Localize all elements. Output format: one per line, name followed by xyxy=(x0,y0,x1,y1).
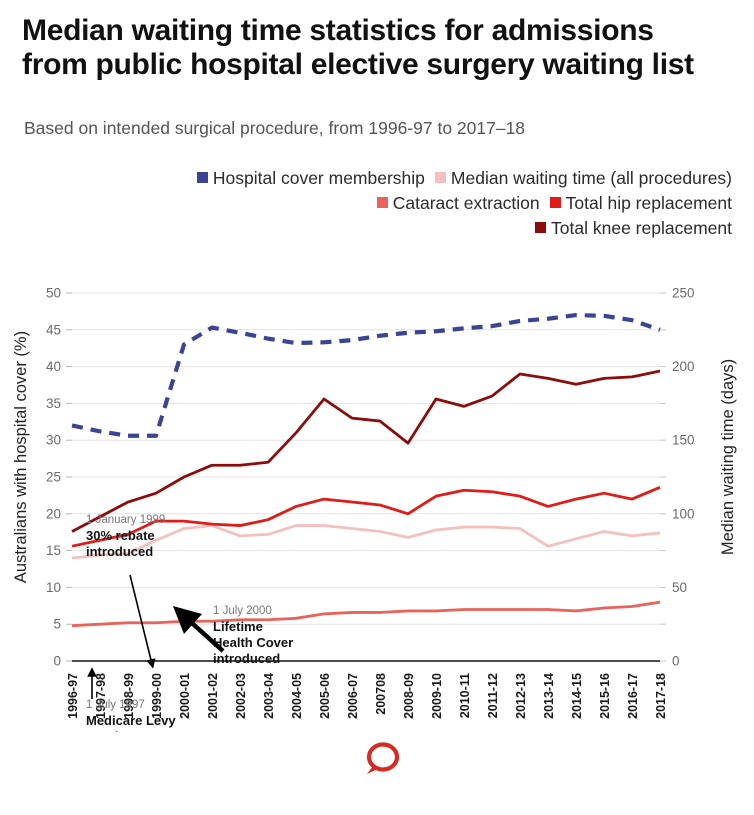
legend-swatch-icon xyxy=(196,172,208,183)
legend-swatch-icon xyxy=(376,196,388,208)
series-line xyxy=(71,524,661,560)
page-title: Median waiting time statistics for admis… xyxy=(22,14,694,81)
y-axis-right-label: Median waiting time (days) xyxy=(719,359,737,555)
legend-item-label: Hospital cover membership xyxy=(212,168,425,188)
annotation-body-line: Health Cover xyxy=(213,635,293,650)
y-axis-left-ticks: 0 5 10 15 20 25 30 35 40 45 50 xyxy=(46,286,72,669)
annotation-arrow-icon xyxy=(129,574,156,669)
the-conversation-speech-bubble-logo xyxy=(366,742,400,774)
annotation-date: 1 July 1997 xyxy=(86,699,145,711)
annotation-body-line: Surcharge xyxy=(86,729,150,732)
x-axis-tick-label: 2006-07 xyxy=(346,673,360,719)
legend-item[interactable]: Total hip replacement xyxy=(549,191,732,216)
y-axis-left-tick-label: 45 xyxy=(46,322,61,337)
legend-swatch-icon xyxy=(535,221,547,233)
x-axis-tick-label: 2016-17 xyxy=(626,673,640,719)
legend-swatch-icon xyxy=(434,172,446,183)
x-axis-tick-label: 2001-02 xyxy=(206,673,220,719)
x-axis-tick-label: 2010-11 xyxy=(458,673,472,718)
y-axis-right-tick-label: 50 xyxy=(672,580,687,595)
legend-row: Total knee replacement xyxy=(0,216,732,241)
y-axis-left-tick-label: 50 xyxy=(46,286,61,301)
x-axis-tick-label: 1997-98 xyxy=(94,673,108,719)
legend-item-label: Median waiting time (all procedures) xyxy=(450,168,732,188)
y-axis-right-tick-label: 200 xyxy=(672,359,695,374)
chart-area: 0 5 10 15 20 25 30 35 40 45 50 0 50 100 150 200 250 199… xyxy=(0,252,754,733)
x-axis-tick-label: 2011-12 xyxy=(486,673,500,718)
annotation-arrow-icon xyxy=(172,605,225,653)
x-axis-tick-label: 2009-10 xyxy=(430,673,444,719)
y-axis-left-label: Australians with hospital cover (%) xyxy=(12,331,30,583)
annotation-body-line: 30% rebate xyxy=(86,528,155,543)
legend-item[interactable]: Total knee replacement xyxy=(535,216,732,241)
x-axis-tick-label: 2005-06 xyxy=(318,673,332,719)
annotations-group: 1 July 1997 Medicare LevySurcharge introdu… xyxy=(86,514,293,732)
legend-item[interactable]: Cataract extraction xyxy=(376,191,540,216)
annotation-body-line: introduced xyxy=(213,651,280,666)
y-axis-left-tick-label: 5 xyxy=(53,617,61,632)
y-axis-left-tick-label: 25 xyxy=(46,470,61,485)
annotation-body-line: introduced xyxy=(86,544,153,559)
chart-legend: Hospital cover membership Median waiting … xyxy=(0,166,732,241)
legend-row: Cataract extraction Total hip replacement xyxy=(0,191,732,216)
annotation-date: 1 January 1999 xyxy=(86,514,165,526)
page-subtitle: Based on intended surgical procedure, fr… xyxy=(24,118,526,138)
legend-item[interactable]: Hospital cover membership xyxy=(196,166,425,191)
x-axis-tick-label: 2008-09 xyxy=(402,673,416,719)
annotation-body-line: Lifetime xyxy=(213,619,263,634)
y-axis-right-tick-label: 0 xyxy=(672,654,680,669)
x-axis-tick-label: 1996-97 xyxy=(66,673,80,719)
y-axis-right-tick-label: 250 xyxy=(672,286,695,301)
series-line xyxy=(71,312,661,438)
y-axis-left-tick-label: 0 xyxy=(53,654,61,669)
y-axis-left-tick-label: 35 xyxy=(46,396,61,411)
series-line xyxy=(71,486,661,548)
y-axis-right-ticks: 0 50 100 150 200 250 xyxy=(660,286,695,669)
x-axis-tick-label: 2004-05 xyxy=(290,673,304,719)
data-series-group xyxy=(71,312,661,628)
gridlines xyxy=(72,292,660,625)
x-axis-tick-label: 2002-03 xyxy=(234,673,248,719)
x-axis-tick-label: 2013-14 xyxy=(542,673,556,719)
y-axis-right-tick-label: 150 xyxy=(672,433,695,448)
x-axis-tick-label: 1999-00 xyxy=(150,673,164,719)
x-axis-tick-label: 2000-01 xyxy=(178,673,192,719)
y-axis-left-tick-label: 30 xyxy=(46,433,61,448)
annotation-date: 1 July 2000 xyxy=(213,605,272,617)
legend-item-label: Cataract extraction xyxy=(392,192,540,213)
x-axis-tick-label: 2015-16 xyxy=(598,673,612,719)
legend-item-label: Total hip replacement xyxy=(565,192,732,213)
series-line xyxy=(71,600,661,628)
y-axis-left-tick-label: 20 xyxy=(46,506,61,521)
y-axis-left-tick-label: 40 xyxy=(46,359,61,374)
x-axis-tick-label: 2017-18 xyxy=(654,673,668,719)
x-axis-tick-label: 2003-04 xyxy=(262,673,276,719)
y-axis-right-tick-label: 100 xyxy=(672,506,695,521)
legend-item[interactable]: Median waiting time (all procedures) xyxy=(434,166,732,191)
x-axis-tick-label: 1998-99 xyxy=(122,673,136,719)
x-axis-tick-label: 2012-13 xyxy=(514,673,528,719)
line-chart: 0 5 10 15 20 25 30 35 40 45 50 0 50 100 150 200 250 199… xyxy=(12,286,737,733)
x-axis-tick-label: 200708 xyxy=(374,673,388,715)
x-axis-tick-label: 2014-15 xyxy=(570,673,584,719)
legend-item-label: Total knee replacement xyxy=(551,217,732,238)
y-axis-left-tick-label: 15 xyxy=(46,543,61,558)
series-line xyxy=(71,369,661,533)
x-axis-ticks: 1996-97 1997-98 1998-99 1999-00 2000-01 2001-… xyxy=(66,673,668,719)
legend-swatch-icon xyxy=(549,196,561,208)
y-axis-left-tick-label: 10 xyxy=(46,580,61,595)
legend-row: Hospital cover membership Median waiting … xyxy=(0,166,732,191)
annotation-body-line: Medicare Levy xyxy=(86,713,176,728)
